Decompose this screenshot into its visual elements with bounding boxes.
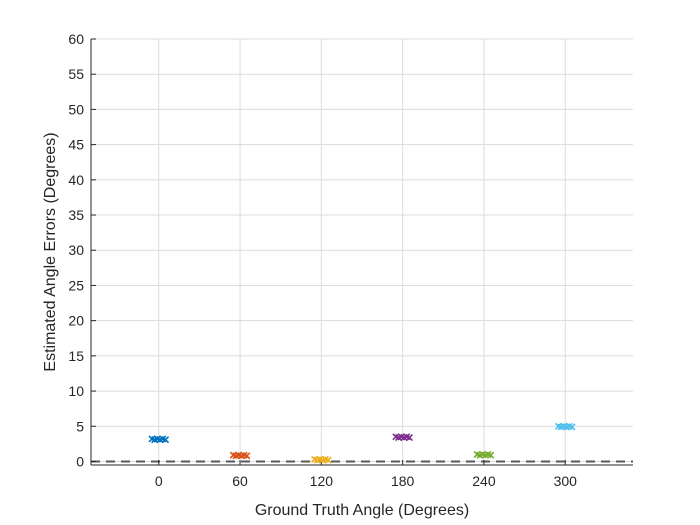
- data-point-x-marker: [324, 456, 332, 464]
- data-markers: [148, 422, 576, 464]
- marker-stroke: [321, 455, 329, 463]
- y-tick-label: 40: [68, 172, 84, 188]
- x-tick-label: 300: [554, 473, 578, 489]
- marker-stroke: [161, 436, 170, 444]
- data-point-x-marker: [405, 433, 413, 442]
- marker-stroke: [240, 451, 248, 459]
- marker-stroke: [473, 450, 481, 459]
- marker-stroke: [568, 423, 576, 431]
- data-point-x-marker: [568, 423, 576, 431]
- y-tick-label: 60: [68, 31, 84, 47]
- x-axis-title: Ground Truth Angle (Degrees): [255, 502, 469, 519]
- marker-stroke: [153, 435, 161, 443]
- marker-stroke: [243, 452, 251, 460]
- x-tick-label: 0: [155, 473, 163, 489]
- marker-stroke: [403, 433, 411, 441]
- y-tick-label: 0: [76, 453, 84, 469]
- grid: [91, 38, 633, 465]
- y-tick-label: 45: [68, 137, 84, 153]
- marker-stroke: [324, 456, 332, 464]
- x-tick-label: 120: [310, 473, 334, 489]
- y-tick-label: 35: [68, 207, 84, 223]
- marker-stroke: [554, 422, 563, 430]
- marker-stroke: [229, 451, 237, 459]
- y-tick-label: 30: [68, 242, 84, 258]
- marker-stroke: [316, 455, 324, 463]
- data-point-x-marker: [161, 436, 170, 444]
- marker-stroke: [487, 451, 495, 459]
- marker-stroke: [397, 433, 405, 441]
- tick-labels: 0 5 10 15 20 25 30 35 40 45 50 55 60 0 60 120 180 240 300: [68, 31, 577, 489]
- data-point-x-marker: [487, 451, 495, 459]
- x-tick-label: 240: [472, 473, 496, 489]
- y-tick-label: 50: [68, 101, 84, 117]
- x-tick-label: 180: [391, 473, 415, 489]
- y-tick-label: 5: [76, 418, 84, 434]
- marker-stroke: [148, 435, 156, 443]
- marker-stroke: [405, 433, 413, 442]
- x-tick-label: 60: [232, 473, 248, 489]
- marker-stroke: [560, 422, 568, 430]
- marker-stroke: [159, 435, 167, 443]
- y-tick-label: 15: [68, 348, 84, 364]
- y-axis-title: Estimated Angle Errors (Degrees): [42, 132, 59, 371]
- plot-background: [91, 39, 633, 465]
- marker-stroke: [479, 450, 487, 459]
- marker-stroke: [311, 455, 319, 463]
- y-tick-label: 10: [68, 383, 84, 399]
- y-tick-label: 20: [68, 313, 84, 329]
- marker-stroke: [484, 450, 492, 459]
- y-tick-label: 25: [68, 277, 84, 293]
- marker-stroke: [392, 433, 400, 441]
- marker-stroke: [235, 451, 243, 459]
- y-tick-label: 55: [68, 66, 84, 82]
- marker-stroke: [565, 422, 573, 430]
- data-point-x-marker: [243, 452, 251, 460]
